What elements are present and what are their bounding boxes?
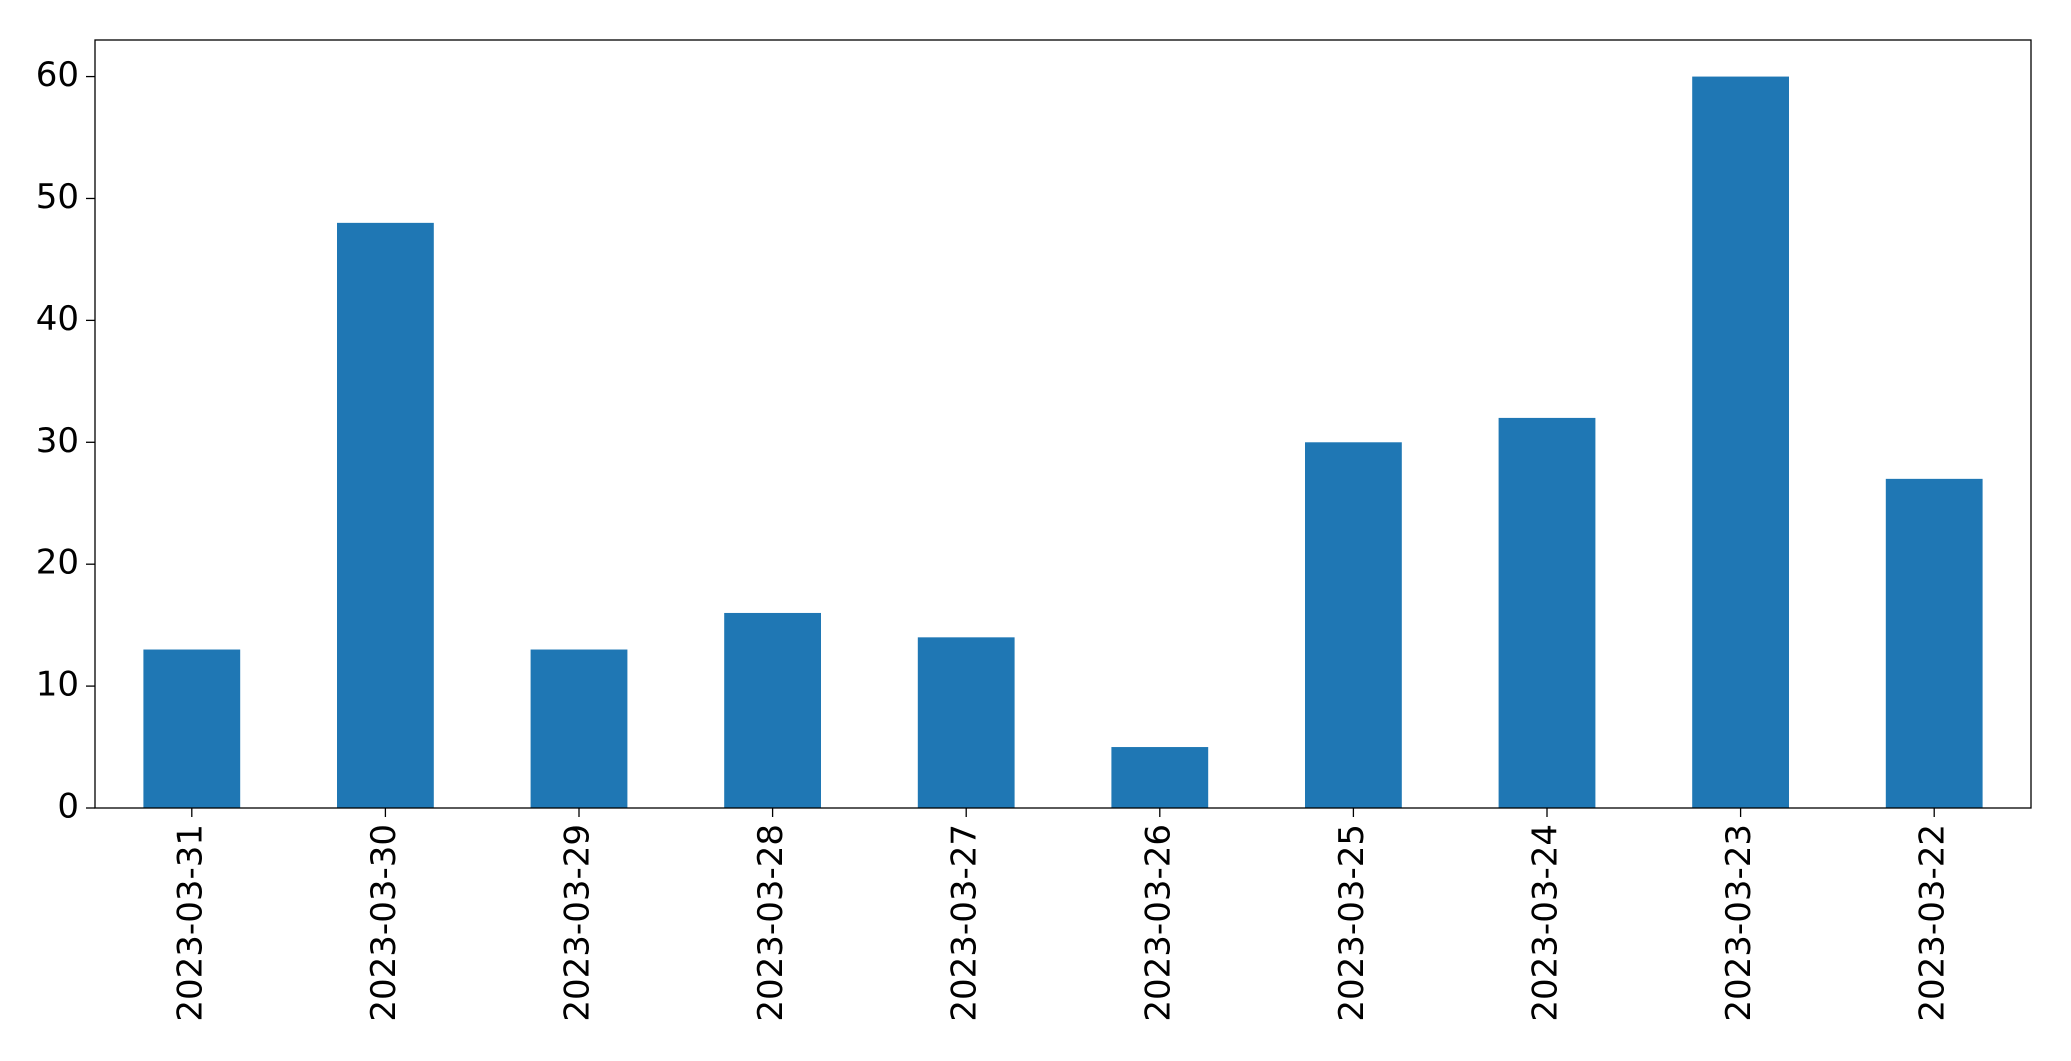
bar: [1885, 478, 1983, 808]
plot-frame: [94, 39, 2032, 809]
y-tick-label: 40: [36, 299, 79, 339]
y-tick-label: 20: [36, 543, 79, 583]
y-tick-label: 50: [36, 177, 79, 217]
bar: [917, 637, 1015, 808]
y-tick-label: 60: [36, 55, 79, 95]
x-tick-label: 2023-03-27: [945, 824, 985, 1022]
x-tick-label: 2023-03-26: [1138, 824, 1178, 1022]
y-tick-label: 30: [36, 421, 79, 461]
x-tick-label: 2023-03-23: [1719, 824, 1759, 1022]
x-tick-label: 2023-03-24: [1526, 824, 1566, 1022]
y-tick-label: 10: [36, 665, 79, 705]
bar: [337, 222, 434, 808]
bar: [1305, 442, 1402, 808]
bar: [530, 649, 628, 808]
bar: [1692, 76, 1789, 809]
bar: [724, 612, 821, 808]
y-tick-label: 0: [57, 787, 79, 827]
bar: [1111, 747, 1209, 808]
x-tick-label: 2023-03-28: [751, 824, 791, 1022]
x-tick-label: 2023-03-29: [558, 824, 598, 1022]
bar: [1498, 417, 1596, 808]
x-tick-label: 2023-03-31: [170, 824, 210, 1022]
x-tick-label: 2023-03-25: [1332, 824, 1372, 1022]
bar: [143, 649, 241, 808]
x-tick-label: 2023-03-30: [364, 824, 404, 1022]
x-tick-label: 2023-03-22: [1913, 824, 1953, 1022]
